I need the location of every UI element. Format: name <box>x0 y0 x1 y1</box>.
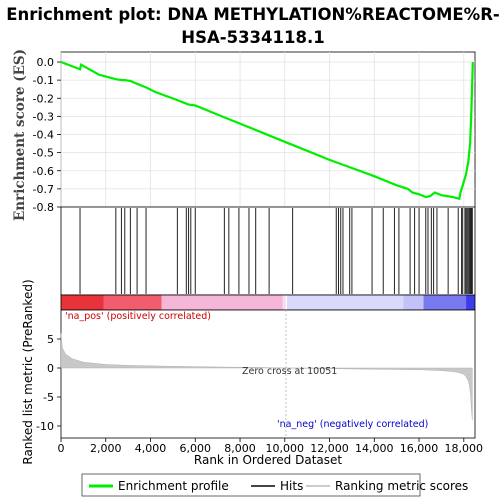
y-tick-label: -0.4 <box>33 129 54 142</box>
enrichment-y-label: Enrichment score (ES) <box>12 49 28 221</box>
color-bar-segment <box>61 295 104 310</box>
legend-label: Enrichment profile <box>118 479 229 493</box>
color-bar-segment <box>285 295 288 310</box>
zero-cross-annotation: Zero cross at 10051 <box>242 366 337 377</box>
color-bar-segment <box>282 295 286 310</box>
ranked-y-ticks: 5 0 -5 -10 <box>36 333 61 433</box>
color-bar-segment <box>103 295 162 310</box>
x-tick-label: 18,000 <box>445 442 484 455</box>
color-bar-segment <box>161 295 283 310</box>
y-tick-label: 0 <box>47 362 54 375</box>
y-tick-label: -0.3 <box>33 110 54 123</box>
chart-title-line1: Enrichment plot: DNA METHYLATION%REACTOM… <box>6 5 500 24</box>
ranking-metric-area <box>60 333 473 421</box>
y-tick-label: 0.0 <box>37 56 55 69</box>
y-tick-label: -0.2 <box>33 92 54 105</box>
color-bar-segment <box>403 295 424 310</box>
y-tick-label: -0.7 <box>33 183 54 196</box>
y-tick-label: -10 <box>36 420 54 433</box>
x-tick-label: 16,000 <box>400 442 439 455</box>
ranked-x-ticks: 0 2,000 4,000 6,000 8,000 10,000 12,000 14,000 1… <box>58 438 484 455</box>
x-tick-label: 2,000 <box>90 442 122 455</box>
y-tick-label: -0.8 <box>33 201 54 214</box>
y-tick-label: 5 <box>47 333 54 346</box>
hits-marks <box>79 208 473 294</box>
na-pos-annotation: 'na_pos' (positively correlated) <box>65 311 211 322</box>
ranked-x-label: Rank in Ordered Dataset <box>194 453 342 467</box>
color-bar-segment <box>423 295 467 310</box>
x-tick-label: 8,000 <box>224 442 256 455</box>
x-tick-label: 4,000 <box>135 442 167 455</box>
hits-panel-frame <box>60 206 476 296</box>
x-tick-label: 12,000 <box>310 442 349 455</box>
legend-label: Ranking metric scores <box>335 479 468 493</box>
legend: Enrichment profile Hits Ranking metric sco… <box>81 473 468 497</box>
ranked-panel-frame <box>60 309 476 439</box>
y-tick-label: -0.5 <box>33 147 54 160</box>
chart-title-line2: HSA-5334118.1 <box>181 28 324 47</box>
color-bar-segment <box>287 295 404 310</box>
enrichment-y-ticks: 0.0 -0.1 -0.2 -0.3 -0.4 -0.5 -0.6 -0.7 -0.8 <box>33 56 61 214</box>
x-tick-label: 0 <box>58 442 65 455</box>
y-tick-label: -0.1 <box>33 74 54 87</box>
legend-label: Hits <box>280 479 303 493</box>
y-tick-label: -0.6 <box>33 165 54 178</box>
ranked-y-label: Ranked list metric (PreRanked) <box>21 279 35 464</box>
na-neg-annotation: 'na_neg' (negatively correlated) <box>277 419 428 430</box>
y-tick-label: -5 <box>43 391 54 404</box>
x-tick-label: 14,000 <box>355 442 394 455</box>
enrichment-panel-frame <box>60 51 476 208</box>
enrichment-profile-line <box>60 60 474 201</box>
color-bar-segment <box>466 295 475 310</box>
x-tick-label: 10,000 <box>266 442 305 455</box>
ranking-color-bar <box>61 295 475 310</box>
x-tick-label: 6,000 <box>180 442 212 455</box>
